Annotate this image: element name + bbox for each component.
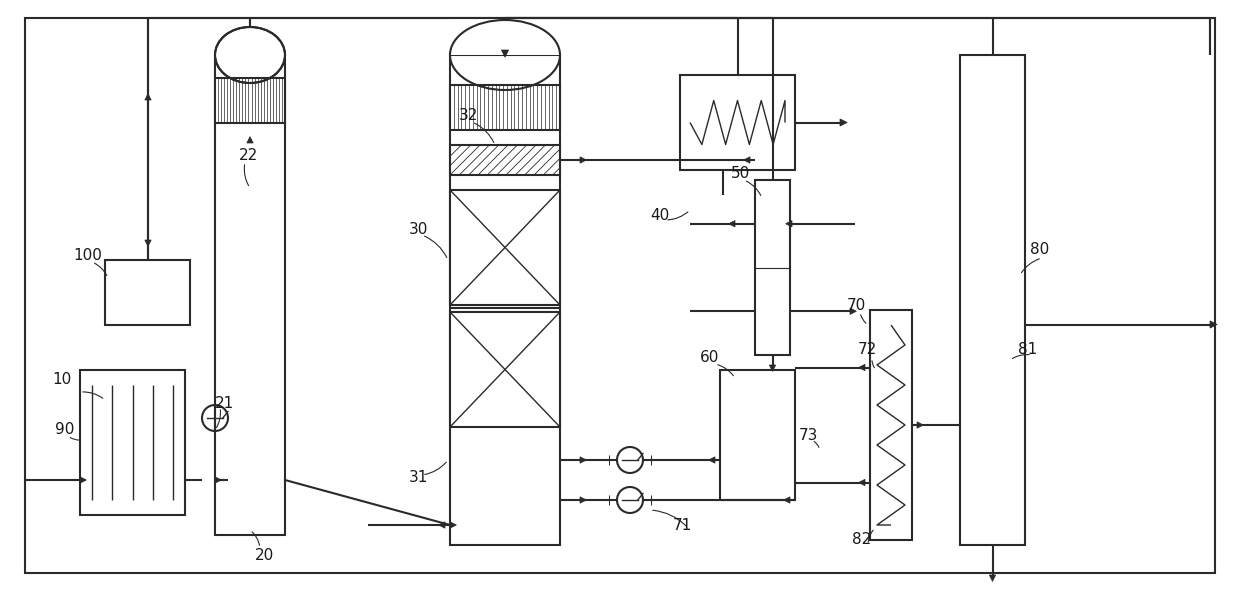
Text: 32: 32 — [459, 107, 477, 123]
Text: 21: 21 — [216, 396, 234, 411]
Bar — [870, 310, 911, 540]
Bar — [215, 78, 285, 123]
Bar — [215, 25, 285, 55]
Polygon shape — [501, 50, 508, 57]
Bar — [450, 145, 560, 175]
Bar — [450, 85, 560, 130]
Text: 20: 20 — [255, 548, 274, 563]
Bar — [755, 180, 790, 355]
Polygon shape — [145, 240, 151, 246]
Bar — [450, 190, 560, 305]
Bar — [450, 18, 560, 55]
Text: 81: 81 — [1018, 343, 1038, 358]
Polygon shape — [81, 477, 87, 483]
Text: 30: 30 — [408, 222, 428, 237]
Polygon shape — [215, 477, 222, 483]
Polygon shape — [708, 457, 715, 463]
Text: 82: 82 — [852, 532, 872, 548]
Polygon shape — [580, 457, 587, 463]
Polygon shape — [247, 136, 253, 143]
Polygon shape — [784, 497, 790, 503]
Bar — [450, 55, 560, 545]
Text: 80: 80 — [1030, 243, 1049, 257]
Text: 40: 40 — [650, 207, 670, 222]
Bar — [680, 75, 795, 170]
Text: 22: 22 — [238, 147, 258, 163]
Polygon shape — [744, 157, 750, 163]
Bar — [450, 312, 560, 427]
Ellipse shape — [215, 27, 285, 83]
Text: 90: 90 — [56, 423, 74, 437]
Polygon shape — [450, 522, 456, 528]
Text: 73: 73 — [799, 427, 817, 442]
Polygon shape — [918, 422, 924, 428]
Text: 100: 100 — [73, 247, 103, 262]
Polygon shape — [990, 575, 996, 582]
Polygon shape — [580, 497, 587, 503]
Text: 31: 31 — [408, 470, 428, 486]
Polygon shape — [145, 94, 151, 100]
Bar — [720, 370, 795, 500]
Polygon shape — [580, 157, 587, 163]
Bar — [81, 370, 185, 515]
Text: 50: 50 — [730, 166, 750, 181]
Text: 72: 72 — [857, 343, 877, 358]
Bar — [105, 260, 190, 325]
Polygon shape — [839, 119, 847, 126]
Bar — [960, 55, 1025, 545]
Text: 70: 70 — [847, 297, 866, 312]
Text: 71: 71 — [672, 517, 692, 532]
Bar — [215, 55, 285, 535]
Polygon shape — [1210, 321, 1218, 328]
Polygon shape — [729, 221, 735, 227]
Polygon shape — [858, 364, 866, 371]
Text: 10: 10 — [52, 372, 72, 387]
Polygon shape — [858, 479, 866, 486]
Text: 60: 60 — [701, 350, 719, 365]
Polygon shape — [769, 365, 776, 371]
Polygon shape — [786, 221, 792, 227]
Polygon shape — [439, 522, 445, 528]
Polygon shape — [849, 308, 857, 315]
